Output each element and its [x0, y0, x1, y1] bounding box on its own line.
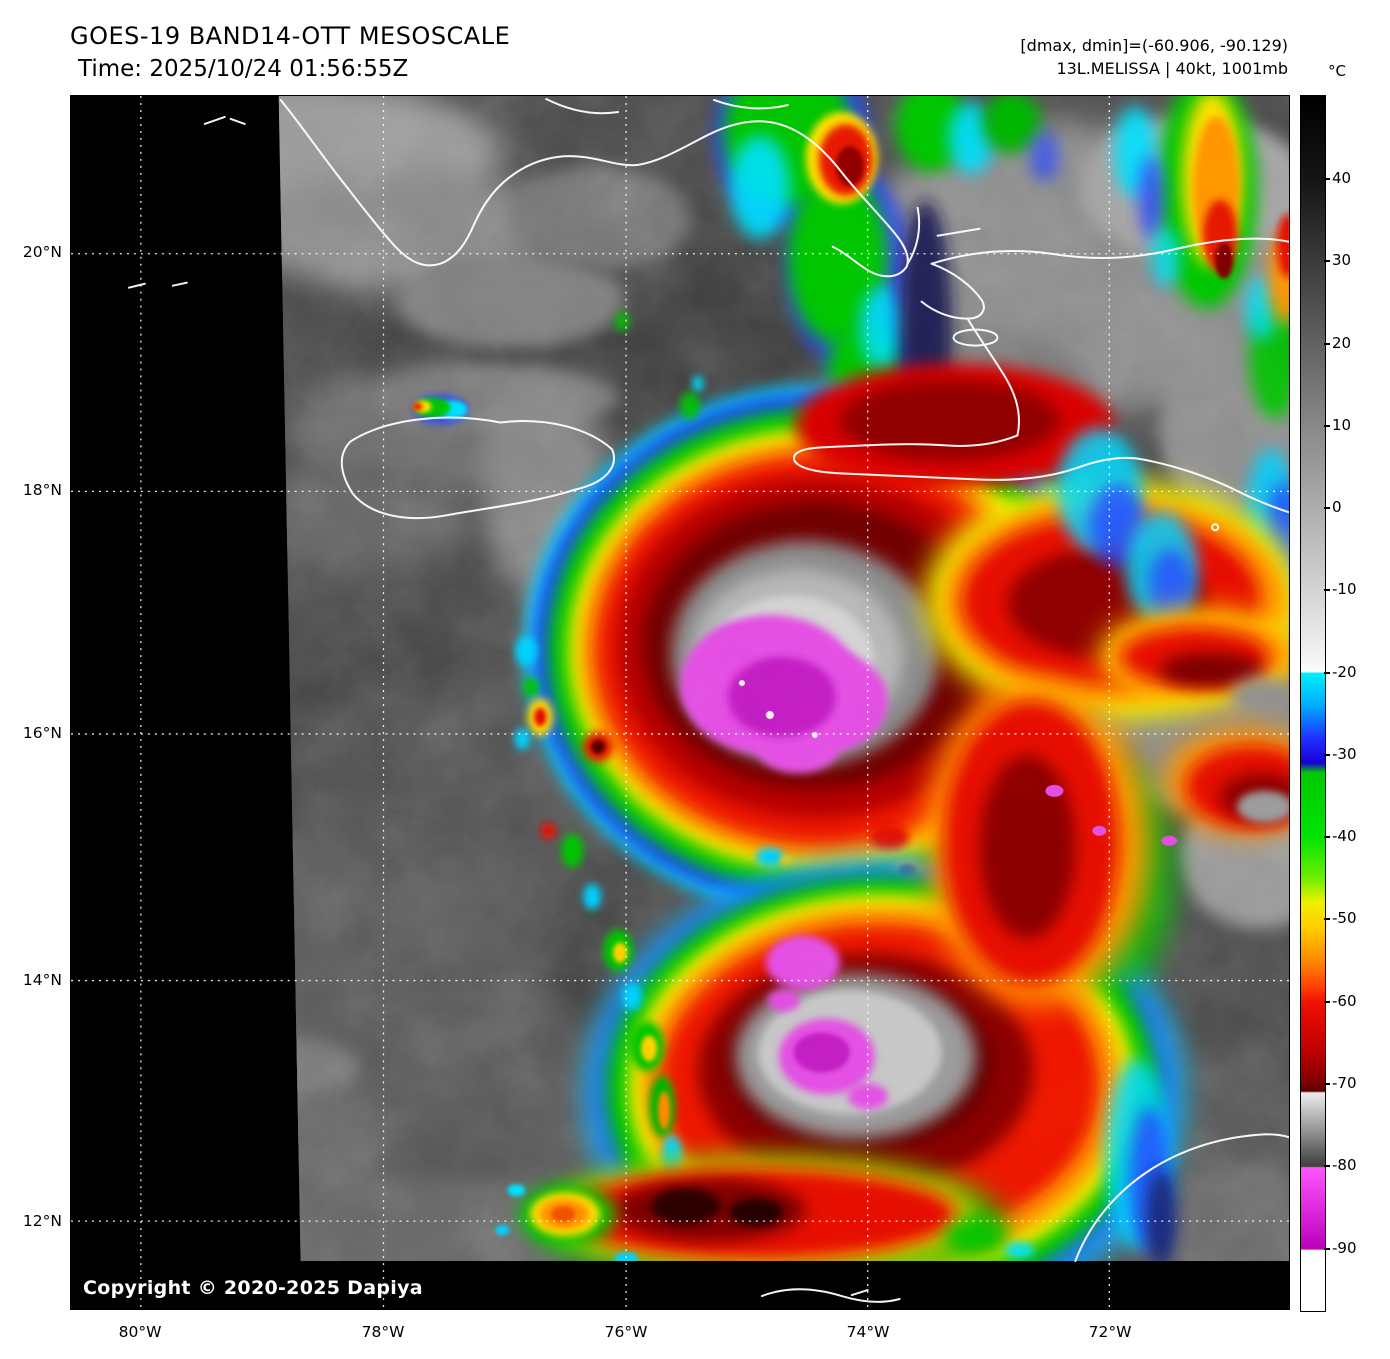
coastline-tiburon-south: [792, 434, 1289, 514]
colorbar-tick-m50: -50: [1324, 909, 1357, 927]
coastline-gonave-island: [952, 328, 999, 347]
header-readouts: [dmax, dmin]=(-60.906, -90.129) 13L.MELI…: [1020, 34, 1288, 80]
dmax-dmin-readout: [dmax, dmin]=(-60.906, -90.129): [1020, 36, 1288, 55]
colorbar-tick-20: 20: [1323, 334, 1352, 352]
cloud-texture: [278, 96, 1289, 1262]
storm-info: 13L.MELISSA | 40kt, 1001mb: [1056, 59, 1288, 78]
page-title: GOES-19 BAND14-OTT MESOSCALE: [70, 22, 511, 50]
lat-label-16n: 16°N: [22, 724, 62, 742]
colorbar-tick-30: 30: [1323, 251, 1352, 269]
coastline-hispaniola-north: [930, 227, 1289, 265]
satellite-imagery: [71, 96, 1289, 1309]
timestamp: Time: 2025/10/24 01:56:55Z: [78, 56, 409, 82]
colorbar-tick-40: 40: [1323, 169, 1352, 187]
colorbar-tick-m90: -90: [1324, 1239, 1357, 1257]
colorbar-tick-m40: -40: [1324, 827, 1357, 845]
lat-label-18n: 18°N: [22, 481, 62, 499]
colorbar-tick-0: 0: [1324, 498, 1342, 516]
lon-label-80w: 80°W: [118, 1323, 162, 1341]
colorbar-tick-m60: -60: [1324, 992, 1357, 1010]
lat-label-20n: 20°N: [22, 243, 62, 261]
graticule: [71, 96, 1289, 1309]
coastline-jamaica: [340, 416, 615, 519]
lon-label-74w: 74°W: [846, 1323, 890, 1341]
satellite-map: Copyright © 2020-2025 Dapiya: [70, 95, 1290, 1310]
lon-label-78w: 78°W: [361, 1323, 405, 1341]
colorbar-tick-m70: -70: [1324, 1074, 1357, 1092]
colorbar-tick-m30: -30: [1324, 745, 1357, 763]
colorbar-tick-10: 10: [1323, 416, 1352, 434]
lat-label-12n: 12°N: [22, 1212, 62, 1230]
coastline-cays: [127, 115, 246, 289]
lat-label-14n: 14°N: [22, 971, 62, 989]
copyright: Copyright © 2020-2025 Dapiya: [83, 1277, 423, 1299]
coastline-cuba: [279, 98, 909, 278]
coastline-beata-island: [1211, 523, 1220, 532]
lon-label-76w: 76°W: [604, 1323, 648, 1341]
lon-label-72w: 72°W: [1088, 1323, 1132, 1341]
coastline-south-america: [760, 1133, 1289, 1303]
colorbar-unit: °C: [1328, 62, 1346, 80]
colorbar-tick-m10: -10: [1324, 580, 1357, 598]
coastlines: [127, 97, 1289, 1303]
coastline-haiti-west: [920, 262, 1020, 437]
colorbar-tick-m20: -20: [1324, 663, 1357, 681]
coastline-cuba-north: [545, 97, 921, 265]
colorbar-tick-m80: -80: [1324, 1156, 1357, 1174]
ir-cold-clouds: [278, 96, 1289, 1262]
temperature-colorbar: [1300, 95, 1326, 1312]
